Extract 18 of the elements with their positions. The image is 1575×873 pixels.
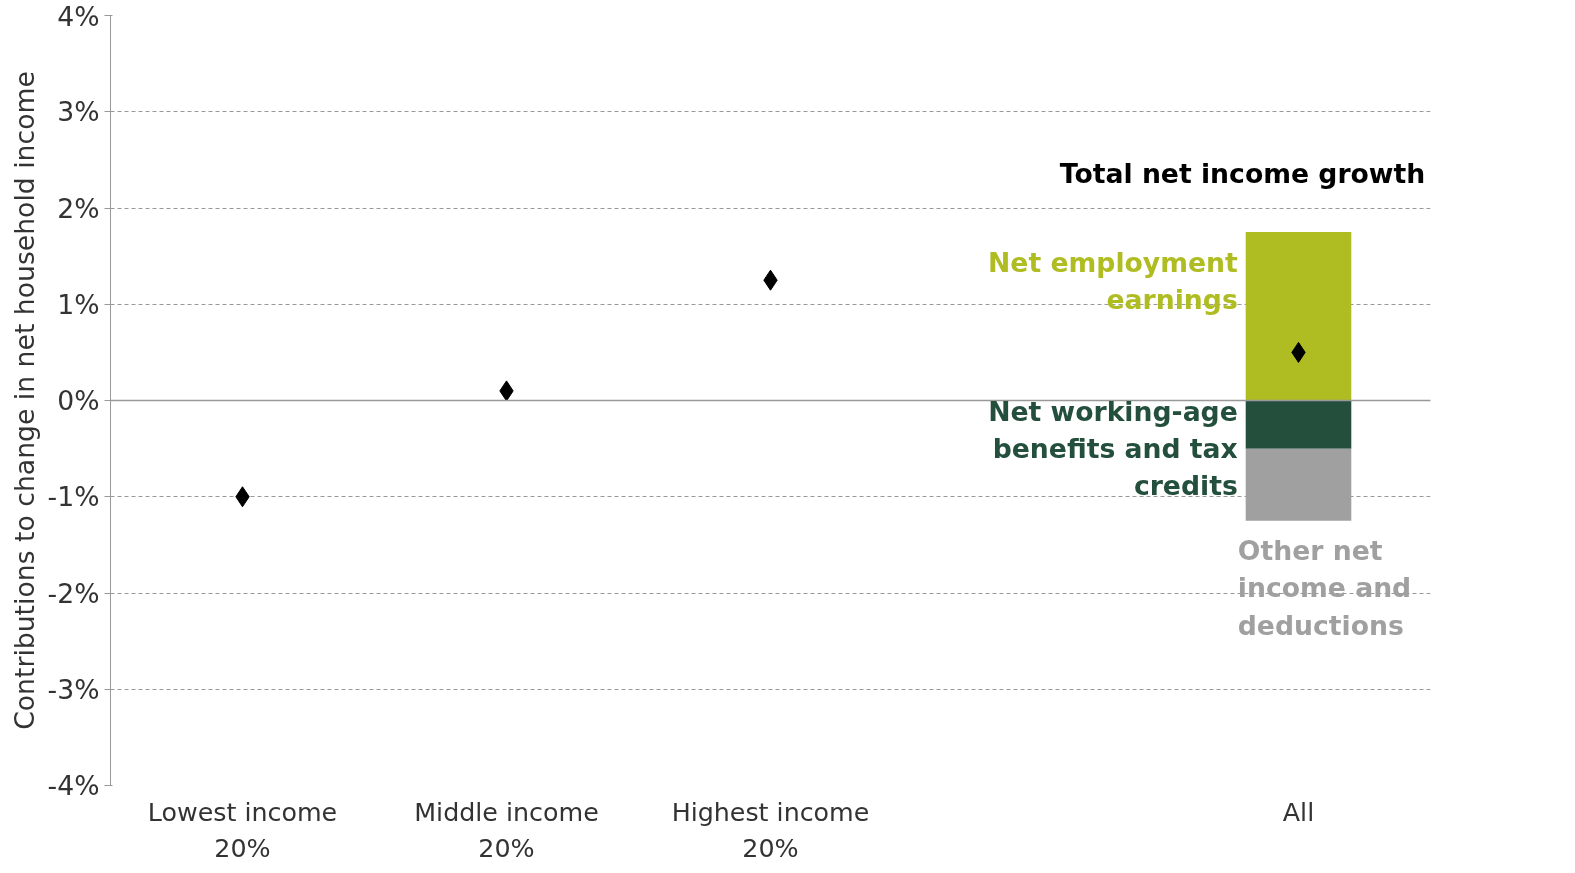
y-axis-title: Contributions to change in net household income: [8, 71, 40, 730]
text: Total net income growth: [1059, 157, 1426, 189]
y-tick-label: 2%: [57, 192, 100, 224]
x-tick-label: Middle income 20%: [414, 796, 599, 863]
y-tick-label: -1%: [47, 481, 100, 513]
series-label: Net employment earnings: [988, 246, 1239, 315]
series-label: Net working-age benefits and tax credits: [988, 395, 1238, 502]
y-tick-label: 1%: [57, 288, 100, 320]
x-tick-label: All: [1282, 796, 1315, 827]
x-tick-label: Highest income 20%: [671, 796, 870, 863]
y-tick-label: 4%: [57, 0, 100, 32]
y-tick-label: -4%: [47, 770, 100, 801]
x-tick-label: Lowest income 20%: [147, 796, 338, 863]
y-tick-label: 0%: [57, 385, 100, 416]
y-tick-label: -2%: [47, 577, 100, 609]
y-tick-label: -3%: [47, 673, 100, 705]
series-label: Other net income and deductions: [1237, 535, 1412, 641]
y-tick-label: 3%: [57, 96, 100, 128]
